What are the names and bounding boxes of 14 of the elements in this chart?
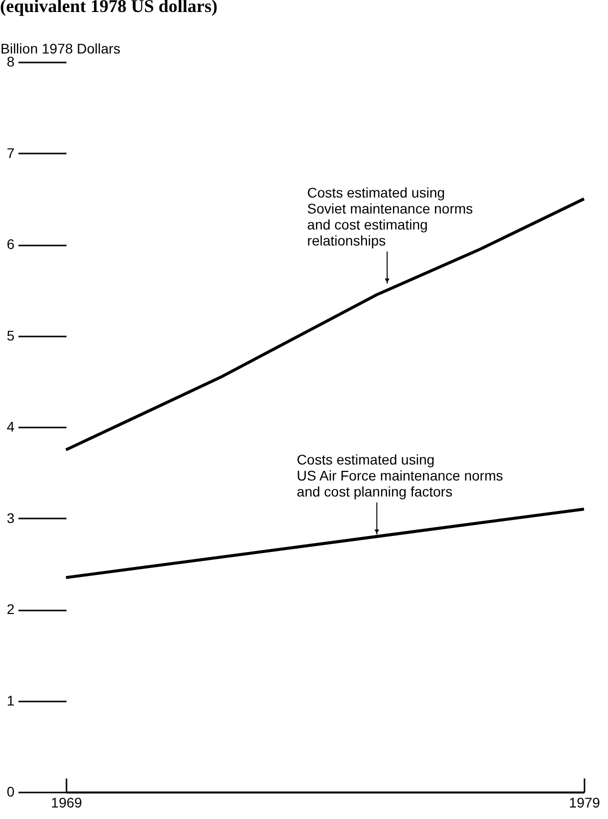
y-tick-label: 2 — [6, 601, 15, 617]
y-tick-label: 4 — [6, 418, 15, 434]
y-tick-label: 3 — [6, 510, 15, 526]
annotation: Costs estimated using Soviet maintenance norms and cost estimating relationships — [307, 184, 473, 249]
y-tick-label: 0 — [6, 784, 15, 800]
y-tick-label: 8 — [6, 54, 15, 70]
x-tick-label: 1979 — [568, 794, 600, 810]
y-axis-title: Billion 1978 Dollars — [0, 40, 120, 56]
x-tick-label: 1969 — [50, 794, 82, 810]
y-tick-label: 1 — [6, 692, 15, 708]
y-tick-label: 6 — [6, 236, 15, 252]
y-tick-label: 5 — [6, 327, 15, 344]
y-tick-label: 7 — [6, 144, 15, 161]
annotation: Costs estimated using US Air Force maintenance norms and cost planning factors — [296, 452, 504, 500]
